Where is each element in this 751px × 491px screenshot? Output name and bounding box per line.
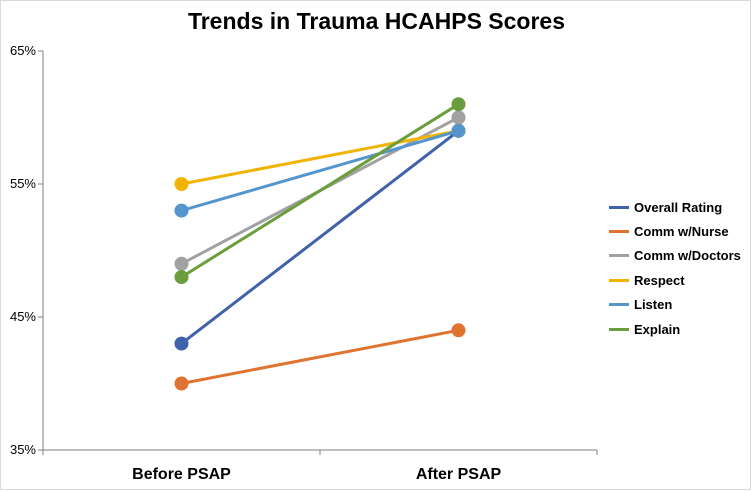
y-tick-label: 65%	[10, 43, 36, 58]
legend-swatch	[609, 230, 629, 234]
y-tick-label: 45%	[10, 309, 36, 324]
chart-title: Trends in Trauma HCAHPS Scores	[187, 8, 566, 34]
legend-item: Comm w/Nurse	[609, 219, 741, 243]
legend-label: Explain	[634, 321, 681, 337]
data-point	[174, 376, 189, 391]
series-line	[180, 129, 460, 345]
y-tick-label: 55%	[10, 176, 36, 191]
series-line	[181, 129, 459, 213]
legend-label: Comm w/Nurse	[634, 224, 729, 240]
legend-item: Explain	[609, 317, 741, 341]
legend-label: Listen	[634, 297, 673, 313]
data-point	[174, 177, 189, 191]
legend-swatch	[609, 327, 629, 331]
x-tick-label: Before PSAP	[132, 466, 231, 483]
x-tick-label: After PSAP	[416, 466, 502, 483]
legend-label: Respect	[634, 272, 685, 288]
legend-swatch	[609, 303, 629, 307]
data-point	[174, 203, 189, 218]
series-line	[180, 102, 460, 279]
legend-item: Comm w/Doctors	[609, 244, 741, 268]
legend-label: Overall Rating	[634, 199, 723, 215]
y-tick-label: 35%	[10, 442, 36, 457]
legend: Overall Rating Comm w/Nurse Comm w/Doctors…	[609, 195, 741, 341]
legend-swatch	[609, 278, 629, 282]
series-line	[181, 129, 459, 186]
legend-item: Listen	[609, 293, 741, 317]
series-line	[181, 328, 459, 385]
legend-label: Comm w/Doctors	[634, 248, 741, 264]
data-point	[174, 336, 189, 351]
data-point	[451, 97, 466, 112]
legend-swatch	[609, 254, 629, 258]
data-point	[451, 123, 466, 138]
data-point	[451, 110, 466, 125]
data-point	[451, 323, 466, 338]
legend-item: Overall Rating	[609, 195, 741, 219]
legend-swatch	[609, 205, 629, 209]
legend-item: Respect	[609, 268, 741, 292]
data-point	[174, 270, 189, 285]
data-point	[174, 256, 189, 271]
